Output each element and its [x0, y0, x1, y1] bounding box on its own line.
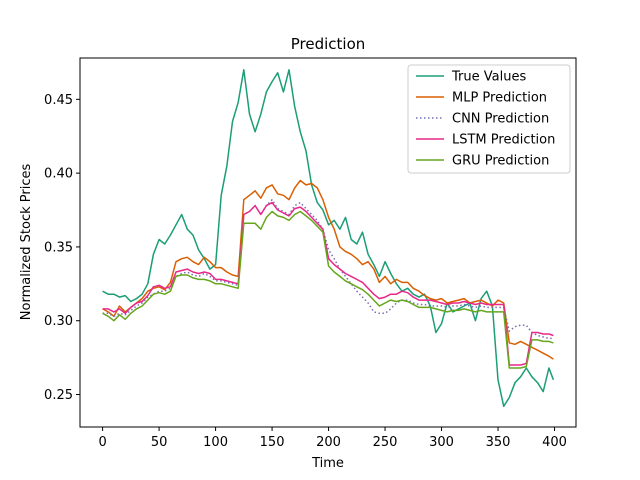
x-tick-label: 350 — [486, 435, 511, 450]
legend: True Values MLP Prediction CNN Prediction L… — [407, 64, 571, 174]
axes-frame — [79, 57, 577, 428]
y-ticks: 0.25 0.30 0.35 0.40 0.45 — [44, 93, 80, 403]
chart-title: Prediction — [291, 35, 366, 53]
y-tick-label: 0.35 — [44, 240, 73, 255]
y-axis-label: Normalized Stock Prices — [19, 164, 34, 321]
x-tick-label: 150 — [260, 435, 285, 450]
legend-label-cnn-prediction: CNN Prediction — [452, 112, 549, 127]
x-ticks: 0 50 100 150 200 250 300 350 400 — [98, 427, 567, 450]
legend-label-lstm-prediction: LSTM Prediction — [452, 133, 555, 148]
series-line-lstm-prediction — [102, 201, 554, 366]
x-tick-label: 250 — [373, 435, 398, 450]
legend-box — [407, 64, 571, 174]
x-tick-label: 400 — [542, 435, 567, 450]
x-tick-label: 100 — [203, 435, 228, 450]
y-tick-label: 0.40 — [44, 167, 73, 182]
series-line-gru-prediction — [102, 210, 554, 369]
legend-label-true-values: True Values — [451, 70, 526, 85]
x-tick-label: 50 — [151, 435, 168, 450]
y-tick-label: 0.45 — [44, 93, 73, 108]
x-tick-label: 300 — [429, 435, 454, 450]
series-layer — [102, 69, 555, 408]
y-tick-label: 0.30 — [44, 314, 73, 329]
series-line-mlp-prediction — [102, 179, 554, 360]
x-axis-label: Time — [311, 456, 344, 471]
series-line-true-values — [102, 69, 555, 408]
x-tick-label: 200 — [316, 435, 341, 450]
legend-label-gru-prediction: GRU Prediction — [452, 154, 549, 169]
y-tick-label: 0.25 — [44, 388, 73, 403]
legend-label-mlp-prediction: MLP Prediction — [452, 91, 547, 106]
x-tick-label: 0 — [98, 435, 106, 450]
